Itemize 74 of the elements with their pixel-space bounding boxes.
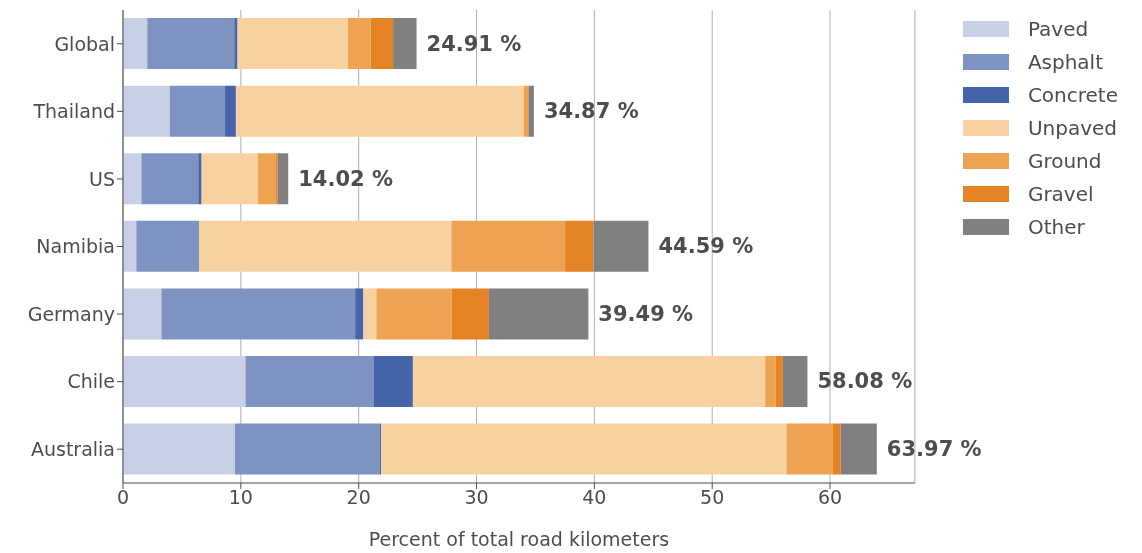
bar	[225, 85, 236, 137]
x-tick-label: 20	[346, 486, 371, 509]
x-tick-label: 60	[817, 486, 843, 509]
bar	[832, 423, 841, 475]
x-tick-label: 40	[582, 486, 607, 509]
bar	[123, 18, 148, 70]
bar	[355, 288, 364, 340]
bar	[235, 85, 524, 137]
bar	[277, 153, 289, 205]
legend-label: Paved	[1027, 16, 1089, 41]
bar	[565, 220, 594, 272]
legend-label: Other	[1027, 214, 1085, 239]
bar	[393, 18, 417, 70]
y-tick-label: US	[89, 167, 115, 190]
bar	[234, 18, 238, 70]
bar	[123, 153, 142, 205]
bar	[201, 153, 258, 205]
bar	[451, 288, 489, 340]
bar	[840, 423, 877, 475]
bar	[765, 355, 776, 407]
legend-label: Asphalt	[1027, 49, 1104, 74]
bar	[775, 355, 783, 407]
bar	[161, 288, 356, 340]
bar	[528, 85, 534, 137]
total-label: 58.08 %	[817, 369, 913, 394]
bar	[123, 423, 235, 475]
bar	[169, 85, 226, 137]
total-label: 39.49 %	[598, 301, 694, 326]
legend-label: Concrete	[1027, 82, 1118, 107]
x-axis-title: Percent of total road kilometers	[368, 528, 670, 550]
legend-label: Unpaved	[1027, 115, 1117, 140]
bar	[347, 18, 371, 70]
bar	[123, 85, 170, 137]
legend-label: Ground	[1027, 148, 1102, 173]
x-tick-label: 10	[228, 486, 253, 509]
bar	[363, 288, 377, 340]
x-tick-label: 50	[700, 486, 725, 509]
bar	[593, 220, 649, 272]
bar	[451, 220, 566, 272]
bar	[523, 85, 529, 137]
bar	[381, 423, 787, 475]
bar	[147, 18, 235, 70]
y-tick-label: Global	[54, 32, 115, 55]
bar	[237, 18, 348, 70]
bar	[123, 220, 137, 272]
y-tick-label: Australia	[30, 437, 115, 460]
y-tick-label: Thailand	[32, 100, 115, 123]
bar	[488, 288, 589, 340]
y-tick-label: Namibia	[36, 235, 115, 258]
bar	[374, 355, 413, 407]
total-label: 44.59 %	[658, 234, 754, 259]
total-label: 34.87 %	[543, 99, 639, 124]
bar	[376, 288, 452, 340]
bar	[123, 355, 246, 407]
bar	[199, 220, 452, 272]
x-tick-label: 30	[464, 486, 489, 509]
bar	[245, 355, 374, 407]
legend-label: Gravel	[1027, 181, 1094, 206]
total-label: 14.02 %	[298, 166, 393, 191]
bar	[198, 153, 202, 205]
bar	[257, 153, 277, 205]
bar	[136, 220, 200, 272]
bar	[123, 288, 162, 340]
bar	[782, 355, 808, 407]
bar	[141, 153, 199, 205]
x-tick-label: 0	[116, 486, 130, 509]
y-tick-label: Germany	[27, 302, 115, 325]
total-label: 24.91 %	[426, 31, 522, 56]
bar	[234, 423, 380, 475]
bar	[786, 423, 833, 475]
y-tick-label: Chile	[67, 370, 115, 393]
bar	[412, 355, 766, 407]
bar	[370, 18, 394, 70]
total-label: 63.97 %	[886, 437, 982, 462]
